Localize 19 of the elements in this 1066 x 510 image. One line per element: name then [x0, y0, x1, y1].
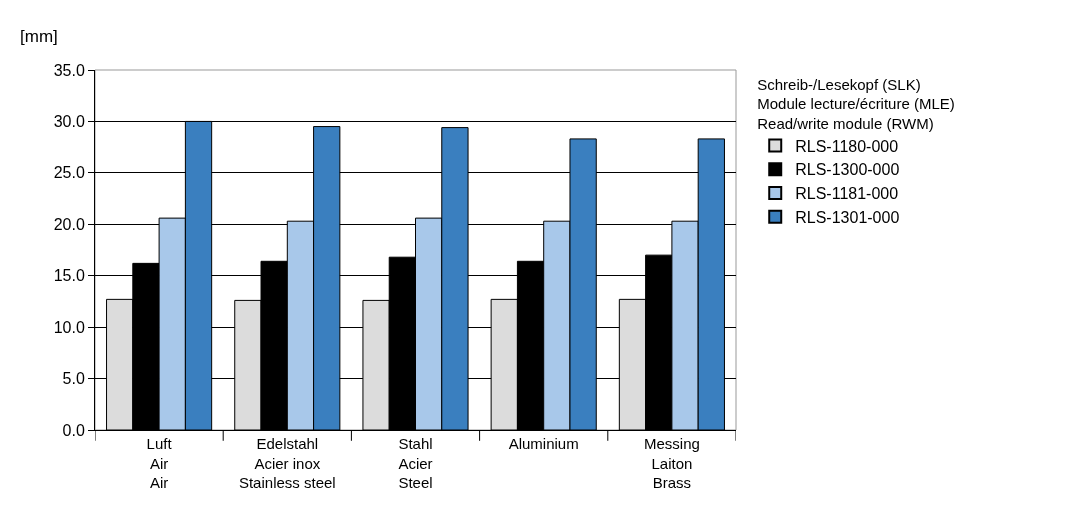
y-tick-label: 10.0 — [53, 318, 85, 336]
legend-label: RLS-1301-000 — [795, 209, 900, 227]
y-tick-label: 15.0 — [53, 267, 85, 285]
legend-label: RLS-1180-000 — [795, 137, 899, 155]
legend-label: RLS-1181-000 — [795, 185, 899, 203]
x-tick-label: Aluminium — [508, 435, 579, 452]
y-tick-label: 30.0 — [53, 113, 85, 131]
y-tick-label: 0.0 — [62, 421, 85, 439]
y-tick-label: 20.0 — [53, 215, 85, 233]
y-tick-label: 25.0 — [53, 164, 85, 182]
y-axis-title: [mm] — [20, 27, 58, 46]
y-tick-label: 35.0 — [53, 61, 85, 79]
x-tick-label: Messing Laiton Brass — [643, 435, 700, 491]
x-tick-label: Luft Air Air — [146, 435, 173, 491]
x-tick-label: Stahl Acier Steel — [398, 435, 433, 491]
legend-title: Schreib-/Lesekopf (SLK) Module lecture/écriture (MLE) Read/write module (RWM) — [757, 75, 955, 132]
x-tick-label: Edelstahl Acier inox Stainless steel — [238, 435, 336, 491]
y-tick-label: 5.0 — [62, 370, 85, 388]
legend-label: RLS-1300-000 — [795, 161, 900, 179]
